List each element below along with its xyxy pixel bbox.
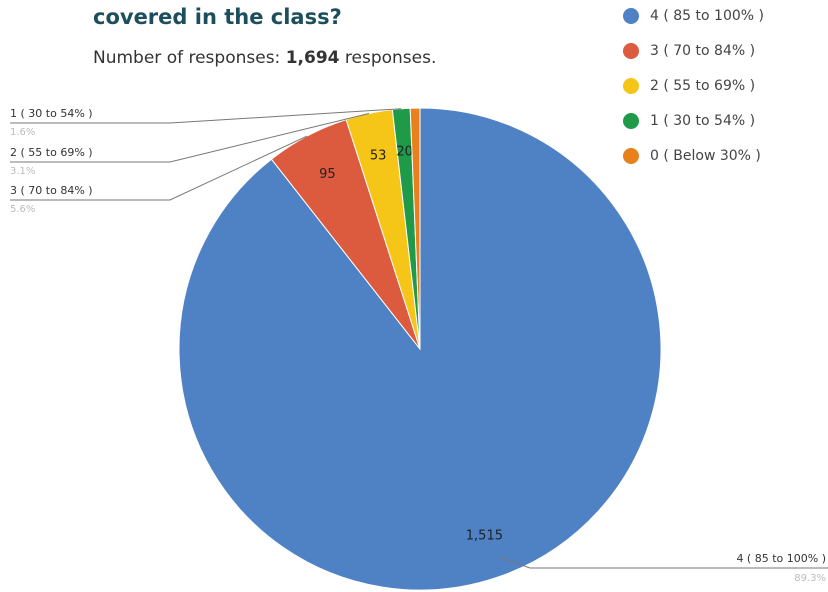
legend-label: 1 ( 30 to 54% ) — [650, 113, 755, 129]
legend-label: 4 ( 85 to 100% ) — [650, 8, 764, 24]
callout-percent: 3.1% — [10, 166, 35, 177]
value-label: 1,515 — [466, 528, 503, 543]
callout-label: 1 ( 30 to 54% ) — [10, 107, 93, 120]
subtitle-suffix: responses. — [345, 48, 436, 68]
response-count: 1,694 — [286, 48, 340, 68]
callout-line — [10, 112, 370, 163]
chart-title: covered in the class? — [93, 5, 342, 29]
value-label: 53 — [370, 148, 387, 163]
legend-swatch — [623, 148, 639, 164]
callout-line — [10, 108, 402, 124]
callout-line — [10, 135, 308, 201]
callout-percent: 1.6% — [10, 127, 35, 138]
callout-percent: 89.3% — [794, 573, 826, 584]
callout-line — [498, 556, 828, 569]
callout-label: 2 ( 55 to 69% ) — [10, 146, 93, 159]
legend-label: 0 ( Below 30% ) — [650, 148, 761, 164]
callout-label: 3 ( 70 to 84% ) — [10, 184, 93, 197]
pie-slice — [409, 107, 421, 350]
value-label: 95 — [319, 167, 336, 182]
callout-percent: 5.6% — [10, 204, 35, 215]
legend-swatch — [623, 43, 639, 59]
callout-label: 4 ( 85 to 100% ) — [736, 552, 826, 565]
subtitle: Number of responses: 1,694 responses. — [93, 48, 436, 68]
legend-swatch — [623, 8, 639, 24]
value-label: 20 — [396, 144, 413, 159]
legend-swatch — [623, 113, 639, 129]
legend-label: 2 ( 55 to 69% ) — [650, 78, 755, 94]
subtitle-prefix: Number of responses: — [93, 48, 280, 68]
legend-swatch — [623, 78, 639, 94]
legend-label: 3 ( 70 to 84% ) — [650, 43, 755, 59]
